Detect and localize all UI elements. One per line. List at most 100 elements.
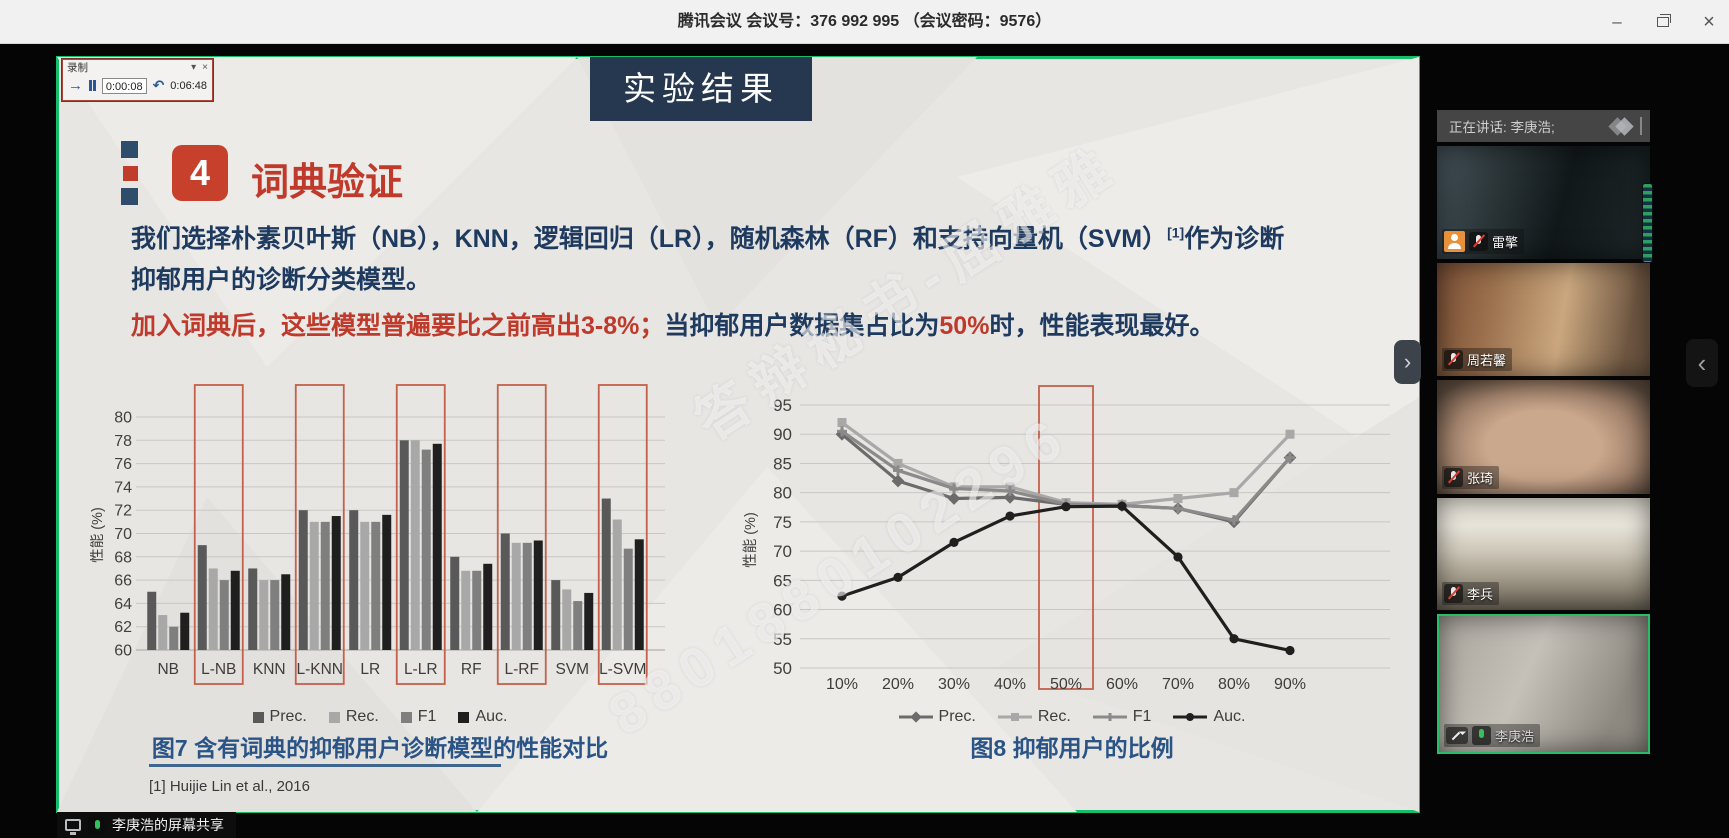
video-tile[interactable]: 雷擎 bbox=[1437, 146, 1650, 259]
highlight-navy: 当抑郁用户数据集占比为 bbox=[664, 312, 940, 340]
svg-text:66: 66 bbox=[114, 573, 132, 590]
svg-text:95: 95 bbox=[773, 396, 792, 415]
chevron-left-icon[interactable]: ‹ bbox=[1686, 339, 1718, 387]
audio-level-meter bbox=[1642, 183, 1653, 263]
chevron-right-icon[interactable]: › bbox=[1394, 340, 1421, 384]
svg-text:L-SVM: L-SVM bbox=[599, 661, 646, 678]
highlight-red-percent: 50% bbox=[939, 312, 990, 340]
svg-text:80: 80 bbox=[773, 484, 792, 503]
legend-swatch bbox=[400, 711, 412, 723]
pause-icon[interactable] bbox=[89, 80, 96, 91]
participant-name: 李庚浩 bbox=[1495, 729, 1535, 744]
elapsed-time: 0:00:08 bbox=[101, 77, 147, 94]
accent-square bbox=[121, 188, 138, 205]
svg-text:L-RF: L-RF bbox=[505, 661, 539, 678]
muted-mic-icon bbox=[1444, 350, 1463, 369]
body-paragraph: 我们选择朴素贝叶斯（NB），KNN，逻辑回归（LR），随机森林（RF）和支持向量… bbox=[131, 219, 1419, 300]
svg-text:L-LR: L-LR bbox=[404, 661, 438, 678]
video-tile[interactable]: 张琦 bbox=[1437, 380, 1650, 494]
svg-text:60%: 60% bbox=[1106, 676, 1138, 692]
svg-text:10%: 10% bbox=[826, 676, 858, 692]
svg-text:20%: 20% bbox=[882, 676, 914, 692]
replay-icon[interactable]: ↶ bbox=[152, 77, 165, 93]
monitor-icon bbox=[65, 819, 81, 835]
svg-text:65: 65 bbox=[773, 571, 792, 590]
svg-text:74: 74 bbox=[114, 479, 132, 496]
svg-text:SVM: SVM bbox=[555, 661, 589, 678]
highlight-red: 加入词典后，这些模型普遍要比之前高出3-8%； bbox=[131, 312, 665, 340]
video-tile-active-speaker[interactable]: 李庚浩 bbox=[1437, 614, 1650, 754]
window-titlebar: 腾讯会议 会议号：376 992 995 （会议密码：9576） – × bbox=[0, 0, 1729, 44]
svg-text:RF: RF bbox=[461, 661, 482, 678]
svg-text:50: 50 bbox=[773, 659, 792, 678]
legend-marker bbox=[1092, 713, 1127, 721]
line-chart-fig8: 50 55 60 65 70 75 80 85 90 95 性能 (%) 10% 20% 30% 40% 50… bbox=[742, 385, 1390, 692]
svg-text:LR: LR bbox=[360, 661, 380, 678]
svg-text:性能 (%): 性能 (%) bbox=[90, 507, 106, 563]
recorder-dropdown-icon[interactable]: ▾ bbox=[191, 62, 197, 73]
svg-text:62: 62 bbox=[114, 619, 132, 636]
fig7-caption-underline bbox=[149, 764, 501, 767]
fig8-legend: Prec. Rec. F1 Auc. bbox=[742, 708, 1402, 726]
recording-toolbar[interactable]: 录制 ▾ × → 0:00:08 ↶ 0:06:48 bbox=[62, 59, 213, 101]
svg-text:76: 76 bbox=[114, 456, 132, 473]
next-slide-icon[interactable]: → bbox=[68, 77, 83, 94]
svg-text:64: 64 bbox=[114, 596, 132, 613]
paragraph-line2: 抑郁用户的诊断分类模型。 bbox=[131, 265, 432, 294]
participant-name: 张琦 bbox=[1467, 471, 1494, 486]
muted-mic-icon bbox=[1444, 584, 1463, 603]
reference-footnote: [1] Huijie Lin et al., 2016 bbox=[149, 778, 310, 795]
svg-text:30%: 30% bbox=[938, 676, 970, 692]
divider bbox=[1640, 117, 1642, 135]
active-mic-icon bbox=[1472, 726, 1491, 745]
legend-marker bbox=[997, 713, 1032, 721]
svg-text:80%: 80% bbox=[1218, 676, 1250, 692]
svg-text:78: 78 bbox=[114, 433, 132, 450]
meeting-stage: 录制 ▾ × → 0:00:08 ↶ 0:06:48 实验结果 bbox=[0, 44, 1729, 838]
svg-text:68: 68 bbox=[114, 549, 132, 566]
pinned-user-icon bbox=[1444, 231, 1465, 252]
muted-mic-icon bbox=[1444, 468, 1463, 487]
legend-item: Prec. bbox=[898, 708, 976, 726]
svg-text:70%: 70% bbox=[1162, 676, 1194, 692]
legend-swatch bbox=[458, 711, 470, 723]
slide-polygon-background bbox=[57, 57, 1419, 812]
minimize-button[interactable]: – bbox=[1612, 12, 1622, 31]
accent-square bbox=[123, 166, 138, 181]
legend-item: Prec. bbox=[252, 708, 307, 726]
video-tile[interactable]: 李兵 bbox=[1437, 498, 1650, 610]
video-tile[interactable]: 周若馨 bbox=[1437, 263, 1650, 376]
restore-button[interactable] bbox=[1657, 14, 1671, 27]
svg-text:L-NB: L-NB bbox=[201, 661, 236, 678]
legend-item: Rec. bbox=[328, 708, 379, 726]
svg-text:L-KNN: L-KNN bbox=[296, 661, 343, 678]
slide-title-banner: 实验结果 bbox=[590, 57, 812, 121]
legend-item: Auc. bbox=[458, 708, 507, 726]
svg-text:60: 60 bbox=[114, 643, 132, 660]
screen-share-banner: 李庚浩的屏幕共享 bbox=[57, 812, 236, 838]
participant-name: 周若馨 bbox=[1467, 353, 1507, 368]
recorder-close-icon[interactable]: × bbox=[202, 62, 208, 73]
svg-text:性能 (%): 性能 (%) bbox=[742, 512, 759, 568]
svg-text:60: 60 bbox=[773, 601, 792, 620]
svg-text:55: 55 bbox=[773, 630, 792, 649]
svg-text:75: 75 bbox=[773, 513, 792, 532]
fig8-caption: 图8 抑郁用户的比例 bbox=[970, 735, 1174, 761]
recording-title: 录制 bbox=[67, 62, 88, 74]
svg-text:72: 72 bbox=[114, 503, 132, 520]
fig7-legend: Prec. Rec. F1 Auc. bbox=[90, 708, 670, 726]
fig7-caption: 图7 含有词典的抑郁用户诊断模型的性能对比 bbox=[151, 735, 609, 761]
close-button[interactable]: × bbox=[1703, 10, 1715, 33]
svg-text:NB: NB bbox=[157, 661, 179, 678]
active-speaker-text: 正在讲话: 李庚浩; bbox=[1449, 120, 1555, 135]
legend-item: Rec. bbox=[997, 708, 1071, 726]
legend-swatch bbox=[252, 711, 264, 723]
accent-square bbox=[121, 141, 138, 158]
share-banner-text: 李庚浩的屏幕共享 bbox=[112, 817, 224, 833]
svg-text:50%: 50% bbox=[1050, 676, 1082, 692]
section-title: 词典验证 bbox=[251, 162, 404, 204]
total-time: 0:06:48 bbox=[170, 79, 207, 92]
svg-text:90: 90 bbox=[773, 425, 792, 444]
svg-text:80: 80 bbox=[114, 410, 132, 427]
